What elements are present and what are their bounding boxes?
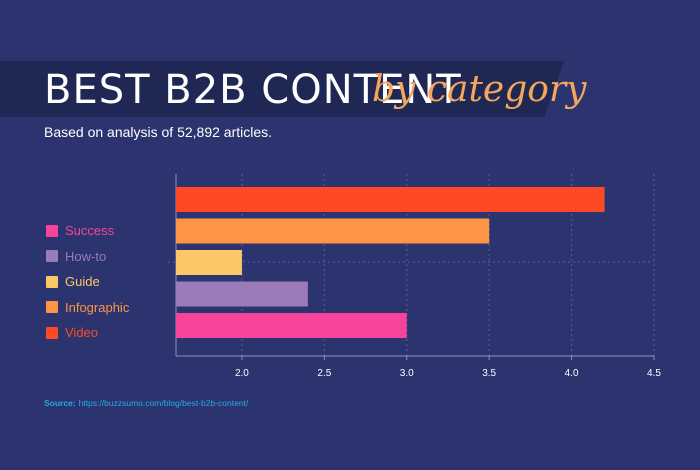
legend-label: Infographic [65,299,130,315]
x-tick-label: 3.0 [400,368,414,379]
page-title-script: by category [372,69,587,110]
page-subtitle: Based on analysis of 52,892 articles. [44,124,273,140]
bar-guide [176,250,242,275]
bar-infographic [176,218,490,244]
x-tick-label: 4.5 [647,368,661,379]
title-banner [0,61,564,117]
legend-item-video: Video [46,320,129,346]
source-label: Source: [44,398,76,408]
legend-swatch [46,275,58,288]
legend-swatch [46,224,58,237]
legend-item-success: Success [46,218,129,244]
x-tick-label: 4.0 [565,368,579,379]
source-note: Source: https://buzzsumo.com/blog/best-b2… [44,398,248,408]
bar-video [176,187,605,212]
legend-label: Video [65,325,99,341]
legend-swatch [46,250,58,263]
legend-item-guide: Guide [46,269,129,295]
source-link[interactable]: https://buzzsumo.com/blog/best-b2b-conte… [78,398,249,408]
legend-label: How-to [65,248,107,264]
legend-label: Guide [65,274,100,290]
x-tick-label: 2.0 [235,368,249,379]
legend-label: Success [65,223,115,239]
legend-item-infographic: Infographic [46,295,129,321]
legend-swatch [46,326,58,339]
bar-success [176,313,407,338]
bar-how-to [176,281,308,307]
x-tick-label: 2.5 [317,368,331,379]
x-tick-label: 3.5 [482,368,496,379]
page-title: BEST B2B CONTENT [44,67,462,113]
legend-item-how-to: How-to [46,244,129,270]
legend-swatch [46,301,58,314]
chart-legend: Success How-to Guide Infographic Video [46,218,129,346]
